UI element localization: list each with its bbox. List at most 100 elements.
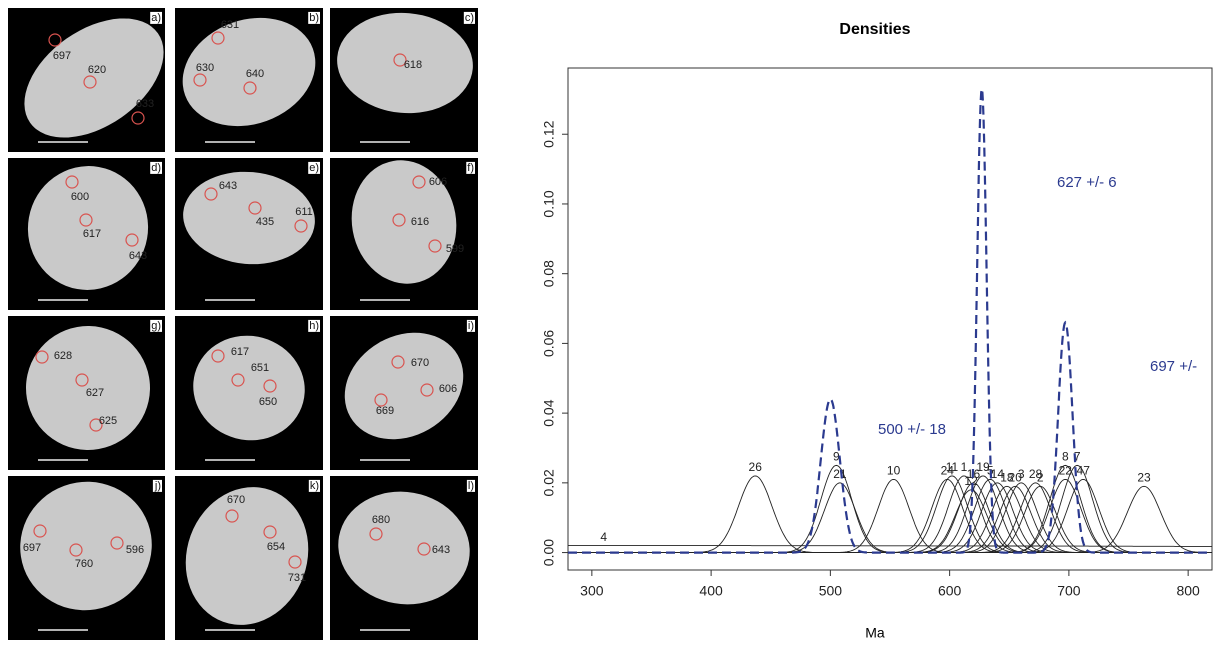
spot-circle [83,75,97,89]
curve-label: 26 [749,460,763,474]
panel-letter: g) [151,320,161,332]
zircon-grain [193,335,305,441]
letter-box [150,161,162,174]
spot-age: 599 [446,243,464,255]
letter-box [150,319,162,332]
zircon-grain [182,17,316,127]
density-curve [568,485,1212,554]
x-tick-label: 800 [1176,583,1200,599]
plot-frame [567,67,1213,571]
letter-box [466,319,475,332]
y-tick-label: 0.12 [541,120,557,147]
letter-box [308,319,320,332]
y-tick-label: 0.04 [541,399,557,426]
panel-letter: d) [151,162,161,174]
spot-age: 616 [411,216,429,228]
density-curve [568,464,1212,554]
density-curve [568,464,1212,554]
spot-circle [125,233,139,247]
spot-circle [75,373,89,387]
panel-letter: b) [309,12,319,24]
spot-circle [243,81,257,95]
letter-box [308,479,320,492]
curve-label: 23 [1137,471,1151,485]
panel-letter: j) [154,480,161,492]
spot-age: 643 [219,180,237,192]
spot-circle [369,527,383,541]
image-panel: g) 628 627 625 [8,316,165,470]
spot-circle [263,525,277,539]
spot-age: 643 [432,544,450,556]
curve-label: 2 [1037,471,1044,485]
letter-box [308,11,320,24]
spot-age: 670 [411,357,429,369]
spot-circle [48,33,62,47]
spot-age: 611 [295,206,313,218]
spot-circle [33,524,47,538]
curve-label: 10 [887,464,901,478]
density-curve [568,485,1212,554]
annotation: 697 +/- [1150,358,1197,375]
plot: 300 400 500 600 700 800 0.00 0.02 0.04 0.06 0.08 0.… [541,88,1212,599]
spot-age: 625 [99,415,117,427]
density-curve [568,475,1212,554]
density-curve [568,464,1212,554]
zircon-grain [20,481,152,611]
spot-age: 640 [246,68,264,80]
y-tick-label: 0.10 [541,190,557,217]
curve-label: 28 [1029,467,1043,481]
density-curve [568,485,1212,554]
spot-circle [288,555,302,569]
spot-age: 631 [221,19,239,31]
spot-circle [263,379,277,393]
curve-label: 21 [833,467,847,481]
spot-age: 596 [126,544,144,556]
spot-age: 606 [439,383,457,395]
letter-box [308,161,320,174]
spot-age: 643 [129,250,147,262]
panel-letter: c) [465,12,474,24]
density-curve [568,478,1212,554]
density-curve [568,482,1212,554]
panel-letter: l) [468,480,474,492]
spot-age: 670 [227,494,245,506]
curve-label: 9 [833,450,840,464]
spot-circle [294,219,308,233]
spot-age: 627 [86,387,104,399]
density-curve [568,489,1212,554]
spot-circle [420,383,434,397]
spot-age: 620 [88,64,106,76]
curve-label: 14 [991,467,1005,481]
spot-circle [391,355,405,369]
spot-age: 633 [136,98,154,110]
zircon-grain [26,326,150,450]
spot-age: 650 [259,396,277,408]
image-panel: a) 697 620 633 [8,8,165,152]
spot-age: 760 [75,558,93,570]
curve-label: 8 [1062,450,1069,464]
x-tick-label: 300 [580,583,604,599]
image-panel: d) 600 617 643 [8,158,165,310]
spot-age: 697 [23,542,41,554]
x-tick-label: 600 [938,583,962,599]
spot-circle [392,213,406,227]
spot-age: 628 [54,350,72,362]
density-curve [568,482,1212,554]
spot-circle [65,175,79,189]
y-tick-label: 0.06 [541,330,557,357]
spot-age: 435 [256,216,274,228]
spot-circle [69,543,83,557]
panel-letter: a) [151,12,161,24]
density-curve [568,545,1212,547]
image-panel: k) 670 654 731 [175,476,323,640]
spot-age: 617 [83,228,101,240]
x-tick-label: 700 [1057,583,1081,599]
image-panel: i) 670 606 669 [330,316,478,470]
y-tick-label: 0.00 [541,539,557,566]
spot-circle [193,73,207,87]
x-axis-label: Ma [865,625,885,641]
curve-label: 11 [946,460,959,474]
